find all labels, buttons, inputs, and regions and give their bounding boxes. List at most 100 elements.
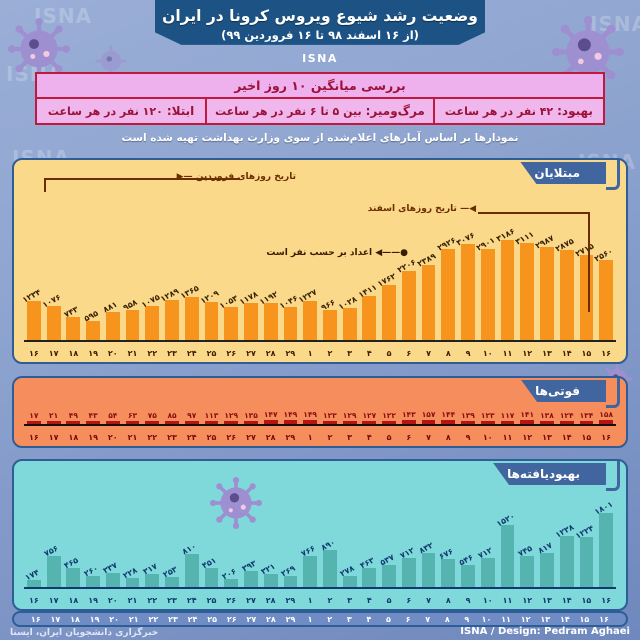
bar: [263, 573, 278, 587]
bar-column: ۸۹۰: [319, 538, 340, 587]
x-tick-label: ۱۶: [30, 614, 41, 624]
x-tick-label: ۲۲: [148, 614, 159, 624]
bar: [599, 420, 614, 424]
bar-value-label: ۱۲۹: [224, 410, 239, 420]
bar: [86, 576, 100, 587]
x-tick-label: ۱۱: [502, 433, 513, 442]
bar: [500, 240, 515, 340]
x-tick-label: ۲۵: [206, 433, 217, 442]
x-tick-label: ۲۰: [107, 596, 118, 605]
bar: [105, 421, 120, 424]
x-tick-label: ۲۳: [168, 614, 178, 624]
bar: [520, 242, 535, 340]
stat-value-deaths: بین ۵ تا ۶ نفر در هر ساعت: [215, 104, 362, 118]
bar-column: ۸۵: [162, 411, 182, 424]
bar-column: ۲۹۸۷: [534, 233, 557, 340]
x-tick-label: ۹: [464, 614, 470, 624]
bar: [145, 421, 160, 424]
x-tick-label: ۳: [346, 614, 352, 624]
bar: [520, 556, 535, 587]
bar: [461, 243, 475, 340]
bar-column: ۱۱۳: [202, 411, 222, 424]
x-tick-label: ۴: [366, 433, 372, 442]
bar: [559, 536, 574, 587]
bar-value-label: ۱۲۴: [559, 410, 574, 420]
bar-column: ۲۵۳: [161, 564, 182, 587]
bar: [421, 420, 436, 424]
x-tick-label: ۲۶: [226, 614, 237, 624]
stat-cell-cases: ابتلا: ۱۲۰ نفر در هر ساعت: [37, 99, 208, 123]
bar-column: ۱۲۳: [478, 411, 498, 424]
bar: [263, 420, 278, 424]
bar-column: ۸۱۷: [536, 541, 557, 587]
bar-column: ۱۴۱: [517, 410, 537, 424]
bar: [342, 420, 357, 424]
bar-value-label: ۴۹: [68, 411, 78, 420]
x-tick-label: ۲۵: [206, 596, 217, 605]
bar-column: ۱۷: [24, 411, 44, 424]
bar-column: ۸۱۰: [181, 541, 202, 587]
bar: [579, 536, 594, 587]
bar-column: ۱۱۷: [498, 411, 518, 424]
x-tick-label: ۱۱: [502, 596, 513, 605]
x-tick-label: ۱۱: [501, 614, 511, 624]
bar: [66, 421, 81, 424]
bar-column: ۲۳۸۹: [416, 252, 439, 340]
x-tick-label: ۱۸: [70, 614, 80, 624]
chart-panel-recovered: بهبودیافته‌ها ۱۷۴ ۷۵۶ ۴۶۵ ۲۶۰ ۳۳۷ ۲۲۸ ۳۱۷ ۲۵۳ ۸۱…: [12, 459, 628, 611]
bar-value-label: ۹۷: [187, 411, 197, 420]
x-tick-label: ۱۶: [28, 349, 39, 358]
bar-column: ۲۲۸: [122, 565, 143, 587]
bar-column: ۱۰۲۸: [337, 294, 360, 340]
x-tick-label: ۱۵: [581, 596, 592, 605]
panel-label-cases: مبتلایان: [520, 162, 606, 184]
x-tick-label: ۱: [307, 349, 313, 358]
bar: [382, 284, 396, 340]
bar-column: ۷۵: [142, 411, 162, 424]
bar: [362, 295, 377, 340]
bar-column: ۲۸۷۵: [554, 237, 577, 340]
bar-column: ۴۶۳: [359, 556, 379, 587]
bar: [244, 303, 258, 340]
bar-column: ۱۸۰۱: [593, 499, 616, 587]
bar: [86, 321, 100, 340]
bar-value-label: ۱۳۴: [579, 410, 594, 420]
x-tick-label: ۲۶: [226, 596, 237, 605]
bar-value-label: ۶۳: [127, 411, 138, 420]
bar: [46, 306, 61, 340]
bar-value-label: ۱۲۲: [382, 410, 396, 420]
x-tick-label: ۱۰: [482, 596, 493, 605]
x-tick-label: ۹: [465, 596, 471, 605]
tab-hook: [606, 378, 620, 408]
x-tick-label: ۱۹: [88, 349, 98, 358]
bar: [401, 557, 416, 587]
bar: [303, 301, 318, 340]
summary-row: بهبود: ۴۲ نفر در هر ساعت مرگ‌ومیر: بین ۵…: [37, 99, 603, 123]
x-tick-label: ۲۹: [285, 433, 296, 442]
stat-label-recovered: بهبود:: [557, 104, 593, 118]
stat-cell-recovered: بهبود: ۴۲ نفر در هر ساعت: [435, 99, 603, 123]
x-axis-ticks-cases: ۱۶ ۱۷ ۱۸ ۱۹ ۲۰ ۲۱ ۲۲ ۲۳ ۲۴ ۲۵ ۲۶ ۲۷ ۲۸ ۲۹ ۱ ۲ ۳ ۴ ۵ ۶ ۷ ۸ ۹ ۱۰ ۱…: [24, 349, 616, 358]
x-tick-label: ۷: [426, 433, 431, 442]
bar-value-label: ۱۴۳: [401, 410, 416, 420]
summary-stats-box: بررسی میانگین ۱۰ روز اخیر بهبود: ۴۲ نفر …: [35, 72, 605, 125]
footer-agency: خبرگزاری دانشجویان ایران، ایسنا: [10, 628, 159, 638]
bar: [461, 420, 475, 424]
x-tick-label: ۲۵: [207, 614, 218, 624]
bar-column: ۱۵۸: [596, 410, 616, 424]
chart-panel-deaths: فوتی‌ها ۱۷ ۲۱ ۴۹ ۴۳ ۵۴ ۶۳ ۷۵ ۸۵ ۹۷ ۱۱۳ ۱۲۹ ۱۳۵ ۱۴۷ ۱۴…: [12, 376, 628, 448]
bar-value-label: ۱۲۳: [480, 410, 495, 420]
summary-heading: بررسی میانگین ۱۰ روز اخیر: [37, 74, 603, 99]
x-tick-label: ۱۳: [540, 614, 551, 624]
bar-value-label: ۱۲۳: [323, 410, 337, 420]
annotation-unit: ●——◀ اعداد بر حسب نفر است: [266, 248, 408, 258]
bar: [165, 299, 179, 340]
page-subtitle: (از ۱۶ اسفند ۹۸ تا ۱۶ فروردین ۹۹): [221, 27, 419, 42]
x-tick-label: ۲۵: [206, 349, 217, 358]
x-tick-label: ۱۶: [599, 614, 609, 624]
x-tick-label: ۱۳: [542, 433, 552, 442]
bar-column: ۵۳۷: [378, 553, 399, 587]
bar-chart-deaths: ۱۷ ۲۱ ۴۹ ۴۳ ۵۴ ۶۳ ۷۵ ۸۵ ۹۷ ۱۱۳ ۱۲۹ ۱۳۵ ۱۴۷ ۱۴۹ ۱۴۹ ۱۲۳ ۱…: [24, 402, 616, 424]
x-tick-label: ۱۲: [520, 614, 531, 624]
